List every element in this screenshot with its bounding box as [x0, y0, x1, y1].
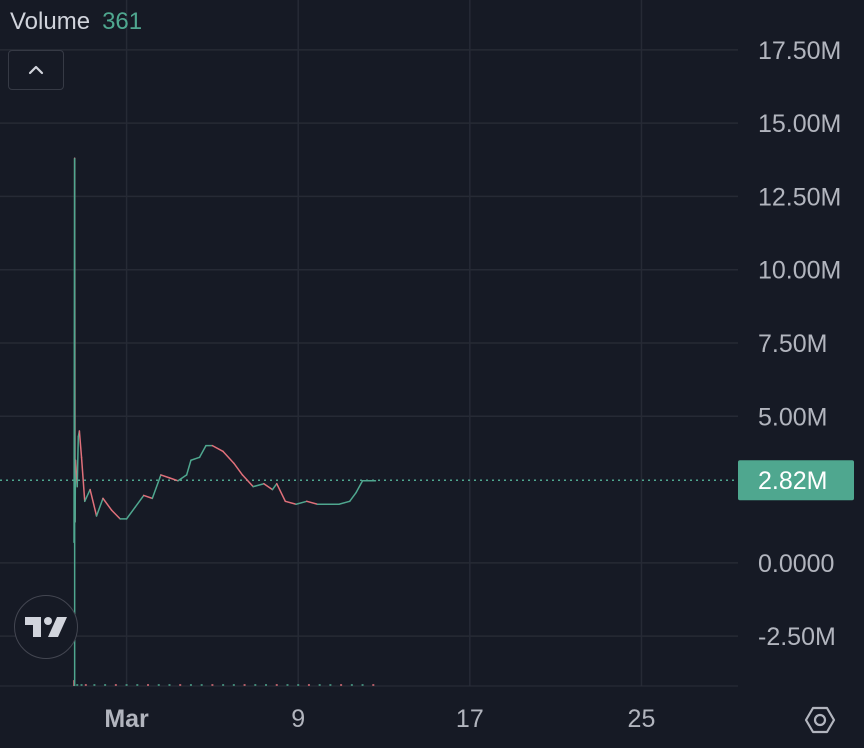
- indicator-legend: Volume 361: [10, 8, 142, 36]
- x-tick-label: 25: [628, 705, 656, 733]
- series-segment: [263, 482, 274, 491]
- tradingview-logo-icon: [25, 617, 67, 637]
- time-axis[interactable]: Mar 9 17 25: [104, 705, 655, 733]
- y-tick-label: 5.00M: [758, 403, 827, 431]
- series-segment: [198, 444, 207, 459]
- series-segment: [295, 500, 308, 505]
- chart-settings-button[interactable]: [800, 700, 840, 740]
- series-segment: [355, 480, 364, 494]
- series-segment: [125, 506, 136, 520]
- series-segment: [134, 494, 145, 508]
- series-segment: [89, 488, 98, 517]
- series-segment: [276, 482, 287, 503]
- tradingview-logo[interactable]: [14, 595, 78, 659]
- grid-lines: [0, 0, 738, 686]
- last-value-label: 2.82M: [758, 467, 827, 495]
- series-segment: [177, 474, 188, 482]
- y-tick-label: 10.00M: [758, 257, 841, 285]
- series-segment: [271, 482, 278, 491]
- series-segment: [284, 500, 297, 505]
- series-segment: [102, 497, 113, 511]
- collapse-legend-button[interactable]: [8, 50, 64, 90]
- series-segment: [306, 500, 319, 505]
- series-line: [73, 157, 377, 686]
- series-segment: [241, 474, 254, 488]
- settings-icon: [804, 706, 836, 734]
- series-segment: [348, 491, 357, 503]
- chevron-up-icon: [28, 65, 44, 75]
- series-segment: [211, 444, 224, 453]
- last-value-badge: 2.82M: [738, 460, 854, 501]
- series-segment: [222, 450, 235, 464]
- series-segment: [233, 462, 244, 476]
- y-tick-label: 7.50M: [758, 330, 827, 358]
- series-segment: [78, 430, 83, 459]
- series-segment: [83, 488, 91, 503]
- series-segment: [185, 459, 192, 476]
- volume-bars: [73, 680, 375, 686]
- y-tick-label: -2.50M: [758, 623, 836, 651]
- series-segment: [95, 497, 104, 517]
- series-segment: [110, 509, 121, 520]
- y-tick-label: 17.50M: [758, 37, 841, 65]
- price-axis[interactable]: 17.50M 15.00M 12.50M 10.00M 7.50M 5.00M 0.0000…: [758, 37, 841, 651]
- x-tick-label: Mar: [104, 705, 149, 733]
- series-segment: [160, 474, 171, 479]
- legend-name: Volume: [10, 8, 91, 35]
- series-segment: [190, 456, 201, 462]
- series-segment: [338, 500, 351, 505]
- series-segment: [151, 474, 162, 500]
- x-tick-label: 17: [456, 705, 484, 733]
- series-segment: [252, 482, 265, 488]
- y-tick-label: 12.50M: [758, 183, 841, 211]
- series-segment: [168, 477, 179, 482]
- series-segment: [80, 456, 86, 503]
- y-tick-label: 0.0000: [758, 550, 834, 578]
- x-tick-label: 9: [291, 705, 305, 733]
- y-tick-label: 15.00M: [758, 110, 841, 138]
- legend-value: 361: [102, 8, 143, 35]
- series-segment: [142, 494, 154, 500]
- series-segment: [76, 436, 80, 488]
